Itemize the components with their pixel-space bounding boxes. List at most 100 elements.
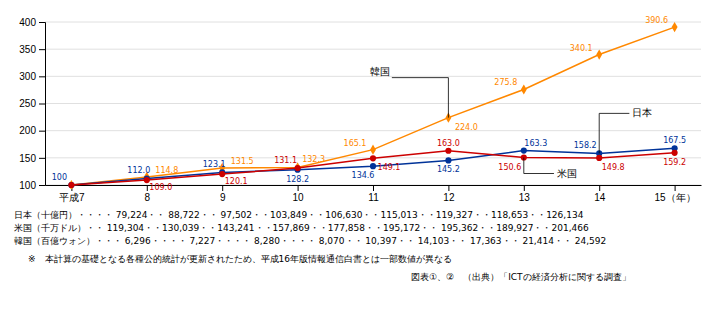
y-tick-mark bbox=[39, 104, 45, 105]
data-label: 159.2 bbox=[663, 158, 686, 167]
series-name: 韓国 bbox=[370, 66, 390, 77]
series-marker bbox=[672, 22, 678, 32]
annotation: 日本（十億円）・・・・ 79,224・・ 88,722・・ 97,502・・10… bbox=[14, 210, 584, 220]
x-tick-label: 12 bbox=[443, 192, 455, 203]
data-area bbox=[68, 22, 677, 189]
series-marker bbox=[370, 155, 376, 161]
x-tick-mark bbox=[222, 185, 223, 191]
x-tick: 12 bbox=[443, 185, 455, 203]
y-tick: 300 bbox=[19, 71, 45, 82]
data-label: 165.1 bbox=[344, 139, 367, 148]
leader-line bbox=[524, 173, 554, 174]
x-tick: 9 bbox=[220, 185, 226, 203]
series-name: 日本 bbox=[632, 107, 652, 118]
x-tick-label: 8 bbox=[145, 192, 151, 203]
data-label: 340.1 bbox=[570, 44, 593, 53]
series-marker bbox=[596, 49, 602, 59]
data-label: 163.3 bbox=[524, 139, 547, 148]
y-tick-mark bbox=[39, 76, 45, 77]
x-tick-mark bbox=[448, 185, 449, 191]
series-marker bbox=[295, 165, 301, 171]
data-label: 134.6 bbox=[352, 171, 375, 180]
y-tick-label: 400 bbox=[19, 17, 36, 28]
series-line bbox=[71, 151, 674, 185]
x-tick-label: 13 bbox=[519, 192, 531, 203]
series-names: 韓国米国日本 bbox=[370, 66, 653, 179]
series-marker bbox=[596, 155, 602, 161]
y-tick-label: 300 bbox=[19, 71, 36, 82]
y-tick: 150 bbox=[19, 153, 45, 164]
x-tick-label: 15（年） bbox=[655, 192, 696, 203]
series-line bbox=[71, 27, 674, 185]
x-tick: 14 bbox=[594, 185, 606, 203]
y-axis-line bbox=[39, 23, 46, 186]
y-tick-label: 100 bbox=[19, 180, 36, 191]
series-marker bbox=[521, 148, 527, 154]
grid-line bbox=[45, 49, 701, 50]
x-tick-label: 14 bbox=[594, 192, 606, 203]
x-tick-mark bbox=[524, 185, 525, 191]
x-tick-label: 平成7 bbox=[59, 192, 85, 203]
y-tick-label: 200 bbox=[19, 125, 36, 136]
data-labels: 114.8131.5132.3165.1224.0275.8340.1390.6… bbox=[52, 16, 686, 192]
series-line bbox=[71, 148, 674, 185]
data-label: 112.0 bbox=[127, 166, 150, 175]
x-tick: 15（年） bbox=[655, 185, 696, 203]
series-marker bbox=[672, 150, 678, 156]
series-marker bbox=[445, 157, 451, 163]
y-tick-label: 150 bbox=[19, 153, 36, 164]
grid-line bbox=[45, 103, 701, 104]
data-label: 109.0 bbox=[149, 183, 172, 192]
data-label: 131.5 bbox=[231, 157, 254, 166]
data-label: 167.5 bbox=[663, 136, 686, 145]
series-marker bbox=[370, 163, 376, 169]
x-tick: 13 bbox=[519, 185, 531, 203]
y-tick-mark bbox=[39, 131, 45, 132]
leader-line bbox=[599, 113, 629, 114]
annotation: ※ 本計算の基礎となる各種公的統計が更新されたため、平成16年版情報通信白書とは… bbox=[28, 254, 452, 264]
x-axis: 平成7 8 9 10 11 12 13 14 15（年） bbox=[46, 185, 702, 203]
annotation: 韓国（百億ウォン）・・・ 6,296・・・・ 7,227・・・・ 8,280・・… bbox=[14, 236, 606, 246]
data-label: 132.3 bbox=[302, 155, 325, 164]
leader-line bbox=[392, 77, 449, 78]
x-tick-mark bbox=[298, 185, 299, 191]
y-tick-mark bbox=[39, 185, 45, 186]
y-tick: 350 bbox=[19, 44, 45, 55]
plot: 100 150 200 250 300 350 400 平成7 8 9 10 11 12 13 14 15（年… bbox=[19, 16, 701, 203]
y-tick-label: 350 bbox=[19, 44, 36, 55]
data-label: 149.1 bbox=[378, 163, 401, 172]
x-tick-label: 11 bbox=[368, 192, 379, 203]
series-marker bbox=[68, 182, 74, 188]
data-label: 114.8 bbox=[155, 166, 178, 175]
grid bbox=[45, 22, 701, 185]
data-label: 100 bbox=[52, 173, 67, 182]
leader-line bbox=[448, 78, 449, 118]
y-tick-mark bbox=[39, 22, 45, 23]
y-tick-mark bbox=[39, 49, 45, 50]
annotation: 図表①、② （出典）「ICTの経済分析に関する調査」 bbox=[411, 272, 631, 282]
x-tick: 10 bbox=[293, 185, 305, 203]
data-label: 163.0 bbox=[437, 139, 460, 148]
y-tick-label: 250 bbox=[19, 98, 36, 109]
x-tick-label: 10 bbox=[293, 192, 305, 203]
data-label: 145.2 bbox=[437, 165, 460, 174]
annotations: 日本（十億円）・・・・ 79,224・・ 88,722・・ 97,502・・10… bbox=[14, 210, 631, 282]
y-tick: 400 bbox=[19, 17, 45, 28]
x-tick-mark bbox=[675, 185, 676, 191]
grid-line bbox=[45, 22, 701, 23]
grid-line bbox=[45, 130, 701, 131]
y-tick: 200 bbox=[19, 125, 45, 136]
data-label: 120.1 bbox=[225, 177, 248, 186]
series-marker bbox=[445, 148, 451, 154]
data-label: 131.1 bbox=[274, 156, 297, 165]
data-label: 149.8 bbox=[602, 163, 625, 172]
data-label: 390.6 bbox=[645, 16, 668, 25]
leader-line bbox=[599, 113, 600, 153]
x-tick-label: 9 bbox=[220, 192, 226, 203]
data-label: 275.8 bbox=[494, 78, 517, 87]
series-marker bbox=[521, 84, 527, 94]
y-tick: 100 bbox=[19, 180, 45, 191]
x-tick-mark bbox=[599, 185, 600, 191]
chart: 100 150 200 250 300 350 400 平成7 8 9 10 11 12 13 14 15（年… bbox=[0, 0, 721, 329]
series-marker bbox=[68, 182, 74, 188]
